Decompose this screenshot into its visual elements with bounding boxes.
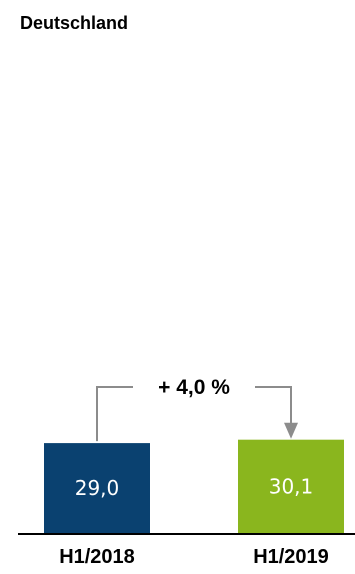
bar-1 [44, 443, 150, 533]
change-label: + 4,0 % [158, 376, 230, 399]
bar-value-label-2: 30,1 [269, 474, 314, 498]
connector-arrow-icon [284, 422, 298, 439]
change-connector [96, 386, 298, 442]
category-label-2: H1/2019 [253, 546, 329, 568]
connector-line-left [96, 386, 133, 442]
category-labels-layer: H1/2018 H1/2019 [59, 546, 329, 568]
category-label-1: H1/2018 [59, 546, 135, 568]
bar-2 [238, 439, 344, 533]
bars-layer [44, 439, 344, 533]
connector-line-right [255, 386, 292, 425]
value-labels-layer: 29,0 30,1 [75, 474, 314, 500]
chart-title: Deutschland [20, 13, 128, 33]
bar-value-label-1: 29,0 [75, 476, 120, 500]
